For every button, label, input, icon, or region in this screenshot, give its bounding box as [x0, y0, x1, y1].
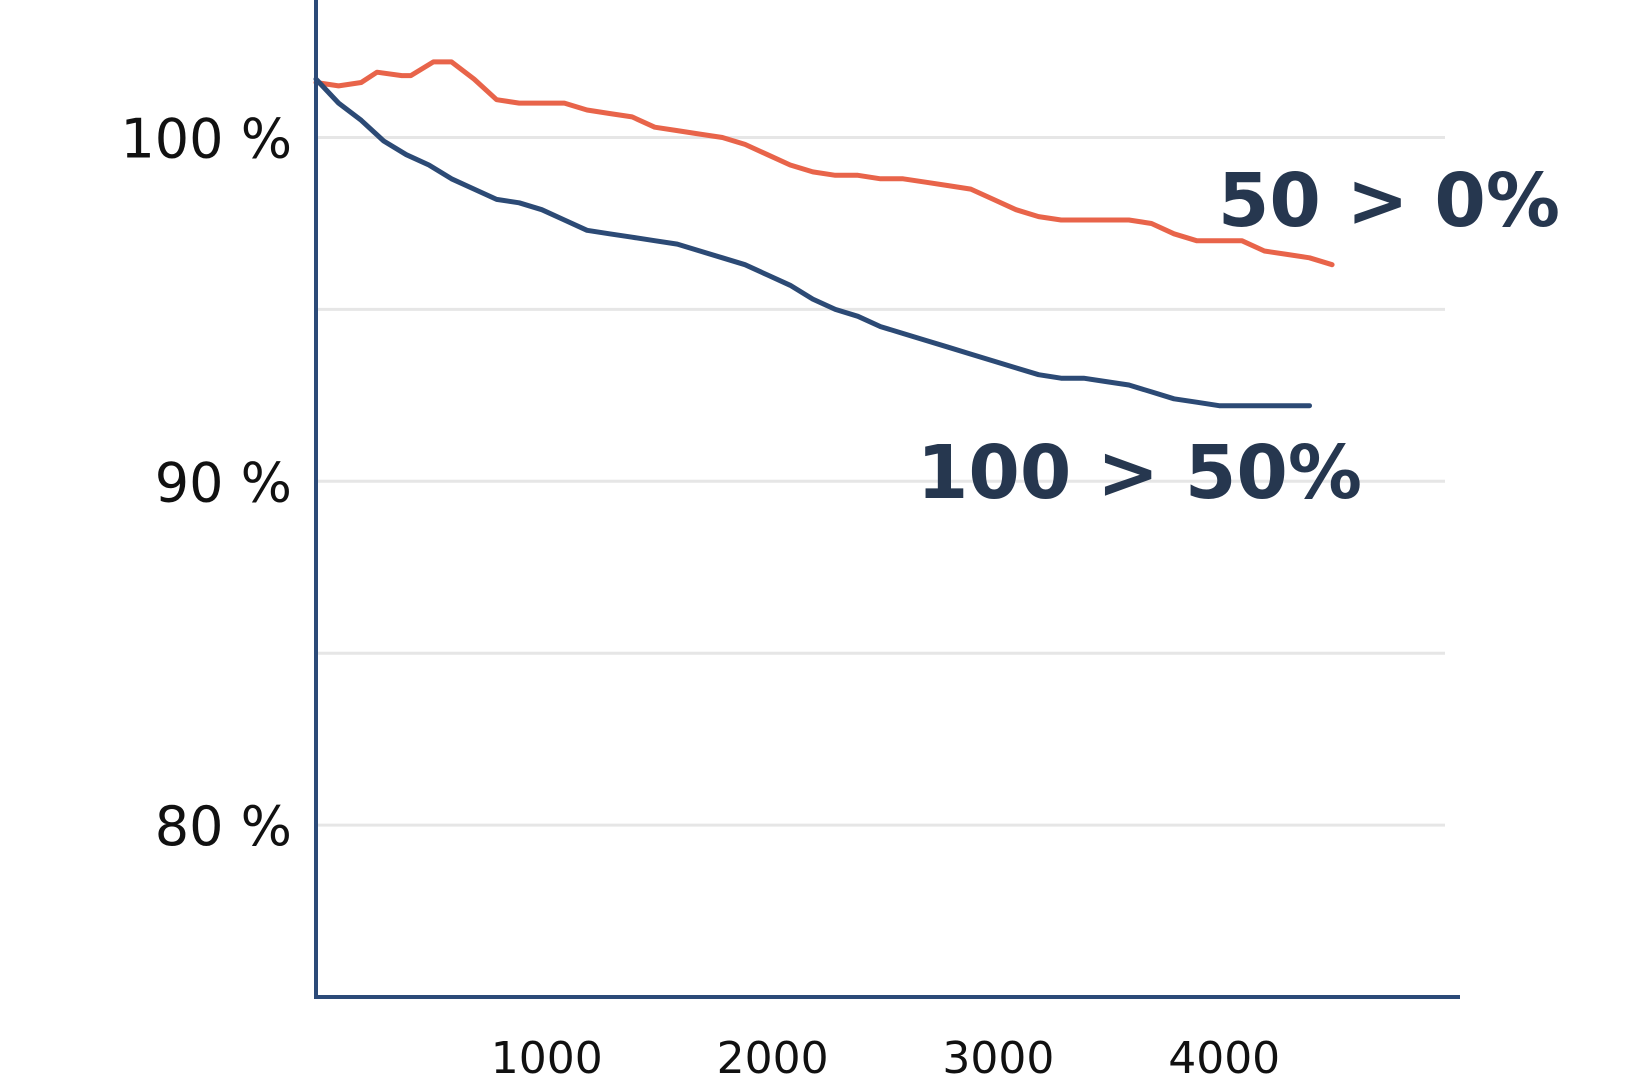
y-tick-label: 80 %	[155, 795, 292, 858]
x-tick-label: 2000	[717, 1033, 829, 1080]
x-tick-label: 4000	[1168, 1033, 1280, 1080]
x-tick-labels: 1000 2000 3000 4000	[491, 1033, 1280, 1080]
axes	[314, 0, 1460, 999]
x-tick-label: 1000	[491, 1033, 603, 1080]
y-tick-label: 100 %	[120, 108, 292, 171]
y-tick-labels: 80 % 90 % 100 %	[120, 108, 292, 859]
series-lines	[313, 59, 1335, 409]
series-label-50-0: 50 > 0%	[1218, 158, 1560, 244]
series-label-100-50: 100 > 50%	[917, 430, 1362, 516]
series-line-1	[313, 76, 1312, 409]
series-line-0	[313, 59, 1335, 268]
y-gridlines	[316, 136, 1445, 827]
series-labels: 50 > 0% 100 > 50%	[917, 158, 1560, 516]
y-tick-label: 90 %	[155, 451, 292, 514]
x-tick-label: 3000	[942, 1033, 1054, 1080]
